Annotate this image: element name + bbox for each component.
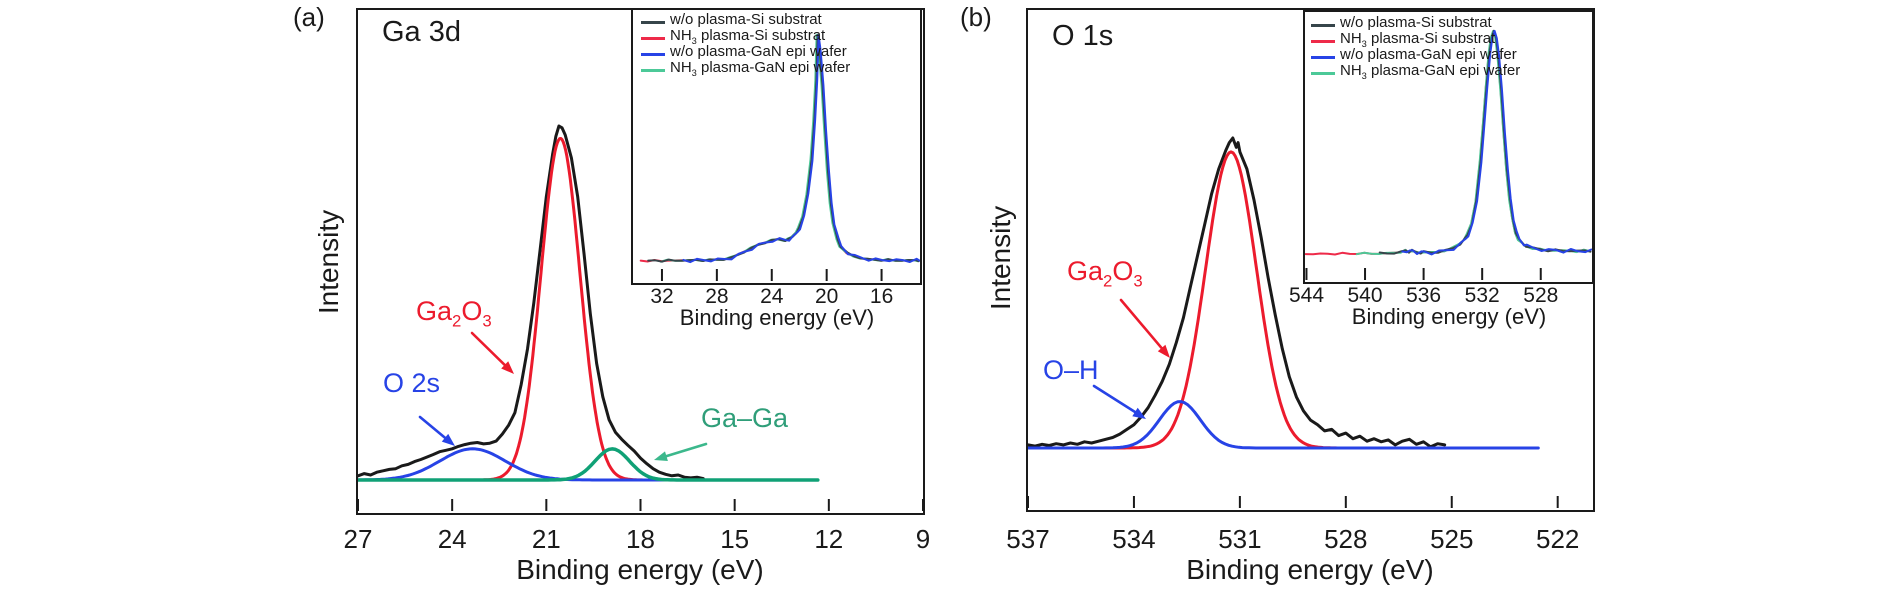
tick-label: 28 xyxy=(705,285,729,308)
tick-label: 536 xyxy=(1406,284,1442,307)
annotation-arrow xyxy=(654,442,708,461)
tick-label: 534 xyxy=(1112,524,1156,554)
ga2o3-label-a: Ga2O3 xyxy=(416,296,492,331)
tick-label: 18 xyxy=(626,524,655,554)
tick-label: 32 xyxy=(650,285,674,308)
legend-line-blue xyxy=(641,52,665,56)
legend-line-red xyxy=(641,36,665,40)
inset-a-legend: w/o plasma-Si substrat NH3 plasma-Si sub… xyxy=(641,11,850,78)
tick-label: 27 xyxy=(343,524,373,554)
legend-line-black xyxy=(641,20,665,24)
legend-line-green xyxy=(641,68,665,72)
tick-label: 528 xyxy=(1523,284,1559,307)
series-xps-data xyxy=(358,124,705,481)
panel-b-ylabel: Intensity xyxy=(985,205,1016,311)
o1s-inset-plot xyxy=(1303,10,1594,284)
legend-item: w/o plasma-Si substrat xyxy=(641,11,850,30)
annotation-arrow xyxy=(1092,384,1146,419)
series-xps-data xyxy=(1028,136,1447,449)
series-ga-ga-fit xyxy=(358,447,820,482)
annotation-arrow xyxy=(418,415,455,446)
tick-label: 9 xyxy=(915,524,931,554)
inset-a-xlabel: Binding energy (eV) xyxy=(679,305,875,330)
inset-b-legend: w/o plasma-Si substrat NH3 plasma-Si sub… xyxy=(1311,14,1520,81)
tick-label: 540 xyxy=(1347,284,1383,307)
panel-a-tag: (a) xyxy=(293,2,325,32)
o2s-label: O 2s xyxy=(383,368,441,398)
panel-a-ylabel: Intensity xyxy=(313,209,344,315)
annotation-arrow xyxy=(470,331,514,374)
tick-label: 24 xyxy=(437,524,467,554)
tick-label: 15 xyxy=(720,524,750,554)
legend-item: NH3 plasma-GaN epi wafer xyxy=(1311,62,1520,81)
legend-item: NH3 plasma-GaN epi wafer xyxy=(641,59,850,78)
tick-label: 532 xyxy=(1464,284,1500,307)
inset-a-x-ticks: 32 28 24 20 16 xyxy=(633,285,920,315)
series-o-h-fit xyxy=(1028,400,1540,450)
inset-b-x-ticks: 544 540 536 532 528 xyxy=(1289,284,1592,314)
panel-b-tag: (b) xyxy=(960,2,992,32)
ga2o3-label-b: Ga2O3 xyxy=(1067,256,1143,291)
legend-line-red xyxy=(1311,39,1335,43)
legend-item: w/o plasma-Si substrat xyxy=(1311,14,1520,33)
inset-b-xlabel: Binding energy (eV) xyxy=(1351,304,1547,329)
panel-b-x-ticks: 537 534 531 528 525 522 xyxy=(1006,524,1593,554)
legend-item: w/o plasma-GaN epi wafer xyxy=(641,43,850,62)
gaga-label: Ga–Ga xyxy=(701,403,789,433)
panel-a-title: Ga 3d xyxy=(382,16,461,48)
panel-a-x-ticks: 27 24 21 18 15 12 9 xyxy=(344,524,931,554)
series-w-o-plasma-gan-epi-wafer xyxy=(1401,29,1592,256)
legend-item: NH3 plasma-Si substrat xyxy=(1311,30,1520,49)
legend-item: w/o plasma-GaN epi wafer xyxy=(1311,46,1520,65)
tick-label: 522 xyxy=(1535,524,1580,554)
panel-b-title: O 1s xyxy=(1052,20,1114,52)
legend-line-green xyxy=(1311,71,1335,75)
tick-label: 544 xyxy=(1288,284,1325,307)
legend-item: NH3 plasma-Si substrat xyxy=(641,27,850,46)
tick-label: 24 xyxy=(760,285,784,308)
panel-a-xlabel: Binding energy (eV) xyxy=(516,554,764,585)
panel-b-xlabel: Binding energy (eV) xyxy=(1186,554,1434,585)
tick-label: 537 xyxy=(1006,524,1050,554)
legend-line-black xyxy=(1311,23,1335,27)
tick-label: 21 xyxy=(531,524,561,554)
tick-label: 20 xyxy=(815,285,839,308)
tick-label: 528 xyxy=(1324,524,1368,554)
tick-label: 16 xyxy=(869,285,894,308)
oh-label: O–H xyxy=(1043,355,1099,385)
ga3d-inset-plot xyxy=(631,8,922,285)
tick-label: 531 xyxy=(1218,524,1262,554)
tick-label: 12 xyxy=(814,524,844,554)
annotation-arrow xyxy=(1119,298,1170,358)
tick-label: 525 xyxy=(1430,524,1474,554)
legend-line-blue xyxy=(1311,55,1335,59)
series-w-o-plasma-gan-epi-wafer xyxy=(682,34,920,264)
